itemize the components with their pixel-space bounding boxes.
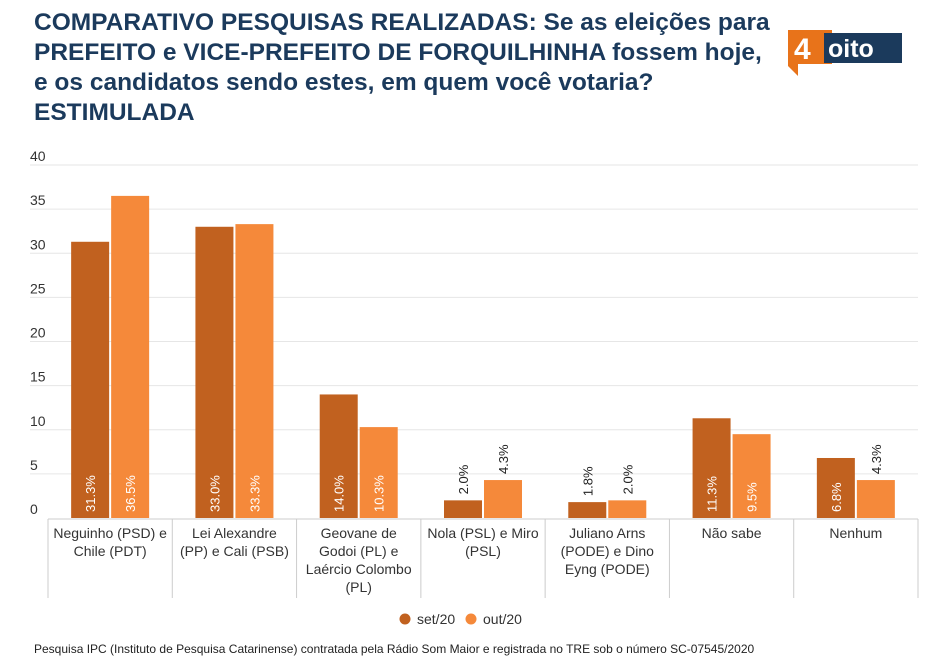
category-labels: Neguinho (PSD) e Chile (PDT) Lei Alexandre… <box>53 525 882 595</box>
logo-navy-box <box>824 33 902 63</box>
data-label: 31.3% <box>83 475 98 512</box>
legend-label: set/20 <box>417 611 455 627</box>
logo-number: 4 <box>794 33 811 66</box>
y-tick-label: 35 <box>30 192 46 208</box>
bar-set-20 <box>692 418 731 518</box>
bar-out-20 <box>732 434 771 518</box>
y-tick-label: 15 <box>30 369 46 385</box>
data-label: 36.5% <box>123 475 138 512</box>
category-label: Neguinho (PSD) e <box>53 525 167 541</box>
bar-out-20 <box>359 427 398 518</box>
data-label: 2.0% <box>620 464 635 494</box>
category-label: Nola (PSL) e Miro <box>427 525 538 541</box>
bar-set-20 <box>816 457 855 518</box>
bar-out-20 <box>235 224 274 518</box>
bars <box>71 195 895 518</box>
data-label: 4.3% <box>869 444 884 474</box>
bar-set-20 <box>568 502 607 518</box>
y-tick-label: 40 <box>30 150 46 164</box>
data-label: 10.3% <box>372 475 387 512</box>
y-tick-label: 30 <box>30 236 46 252</box>
y-tick-label: 0 <box>30 501 38 517</box>
y-axis-ticks: 0 5 10 15 20 25 30 35 40 <box>30 150 46 517</box>
category-label: (PSL) <box>465 543 501 559</box>
legend-label: out/20 <box>483 611 522 627</box>
data-label: 4.3% <box>496 444 511 474</box>
category-label: (PODE) e Dino <box>561 543 655 559</box>
bar-out-20 <box>484 480 522 518</box>
category-label: Juliano Arns <box>569 525 645 541</box>
data-labels: 31.3% 36.5% 33.0% 33.3% 14.0% 10.3% 2.0% 4.3% 1.… <box>83 444 884 512</box>
data-label: 11.3% <box>705 476 720 512</box>
bar-set-20 <box>444 500 482 518</box>
category-label: Nenhum <box>829 525 882 541</box>
bar-out-20 <box>856 480 895 518</box>
y-tick-label: 20 <box>30 325 46 341</box>
data-label: 9.5% <box>745 482 760 512</box>
bar-chart: 0 5 10 15 20 25 30 35 40 31.3% 36.5% 33.0% 33.3% 14.… <box>30 150 919 627</box>
y-tick-label: 5 <box>30 457 38 473</box>
bar-set-20 <box>71 241 110 518</box>
category-label: Godoi (PL) e <box>319 543 399 559</box>
category-label: (PL) <box>345 579 371 595</box>
data-label: 2.0% <box>456 464 471 494</box>
y-tick-label: 10 <box>30 413 46 429</box>
category-label: Não sabe <box>702 525 762 541</box>
logo-orange-shape <box>788 30 832 76</box>
category-label: (PP) e Cali (PSB) <box>180 543 289 559</box>
logo-word: oito <box>828 35 874 63</box>
y-tick-label: 25 <box>30 280 46 296</box>
legend: set/20 out/20 <box>399 611 522 627</box>
gridlines <box>30 164 919 598</box>
data-label: 14.0% <box>332 475 347 512</box>
bar-out-20 <box>608 500 647 518</box>
data-label: 1.8% <box>580 466 595 496</box>
category-label: Geovane de <box>321 525 397 541</box>
category-label: Eyng (PODE) <box>565 561 650 577</box>
bar-set-20 <box>319 394 358 518</box>
bar-out-20 <box>111 195 150 518</box>
data-label: 33.0% <box>207 475 222 512</box>
category-label: Laércio Colombo <box>306 561 412 577</box>
category-label: Chile (PDT) <box>74 543 147 559</box>
legend-swatch <box>465 613 477 625</box>
4oito-logo: 4 oito <box>788 30 902 80</box>
bar-set-20 <box>195 226 234 518</box>
chart-title: COMPARATIVO PESQUISAS REALIZADAS: Se as … <box>34 9 770 126</box>
data-label: 33.3% <box>247 475 262 512</box>
source-note: Pesquisa IPC (Instituto de Pesquisa Cata… <box>34 642 755 656</box>
category-label: Lei Alexandre <box>192 525 277 541</box>
data-label: 6.8% <box>829 482 844 512</box>
legend-swatch <box>399 613 411 625</box>
